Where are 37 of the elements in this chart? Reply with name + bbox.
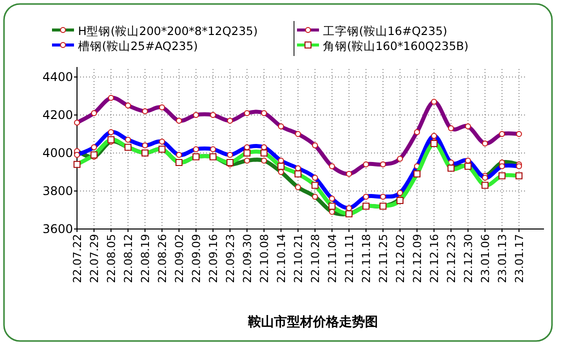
x-tick-label: 22.10.08 [258, 234, 271, 283]
x-tick-label: 22.11.11 [343, 234, 356, 283]
x-tick-label: 22.07.29 [88, 234, 101, 283]
x-tick-label: 22.08.05 [105, 234, 118, 283]
x-tick-label: 22.09.23 [224, 234, 237, 283]
text: 鞍山市型材价格走势图 [247, 314, 378, 330]
x-tick-label: 22.12.30 [462, 234, 475, 283]
x-tick-label: 23.01.13 [496, 234, 509, 283]
x-tick-label: 22.10.14 [275, 234, 288, 283]
x-tick-label: 22.12.09 [411, 234, 424, 283]
x-tick-label: 22.12.23 [445, 234, 458, 283]
x-tick-label: 23.01.17 [513, 234, 526, 283]
x-tick-label: 22.08.26 [156, 234, 169, 283]
x-tick-label: 22.09.30 [241, 234, 254, 283]
y-tick-label: 3800 [42, 184, 73, 198]
legend-label: 槽钢(鞍山25#AQ235) [78, 39, 198, 53]
x-tick-label: 22.09.09 [190, 234, 203, 283]
y-tick-label: 4000 [42, 146, 73, 160]
legend-label: 工字钢(鞍山16#Q235) [323, 24, 448, 38]
x-tick-label: 22.11.18 [360, 234, 373, 283]
x-tick-label: 22.08.12 [122, 234, 135, 283]
legend-label: H型钢(鞍山200*200*8*12Q235) [78, 24, 258, 38]
x-tick-label: 22.08.19 [139, 234, 152, 283]
x-tick-label: 22.09.16 [207, 234, 220, 283]
x-tick-label: 22.10.21 [292, 234, 305, 283]
x-tick-label: 22.12.02 [394, 234, 407, 283]
x-tick-label: 23.01.06 [479, 234, 492, 283]
y-tick-label: 3600 [42, 222, 73, 236]
legend-label: 角钢(鞍山160*160Q235B) [323, 39, 469, 53]
x-tick-label: 22.12.16 [428, 234, 441, 283]
x-tick-label: 22.07.22 [71, 234, 84, 283]
y-tick-label: 4200 [42, 108, 73, 122]
x-tick-label: 22.11.04 [326, 234, 339, 283]
x-tick-label: 22.11.25 [377, 234, 390, 283]
x-tick-label: 22.10.28 [309, 234, 322, 283]
x-tick-label: 22.09.02 [173, 234, 186, 283]
y-tick-label: 4400 [42, 70, 73, 84]
